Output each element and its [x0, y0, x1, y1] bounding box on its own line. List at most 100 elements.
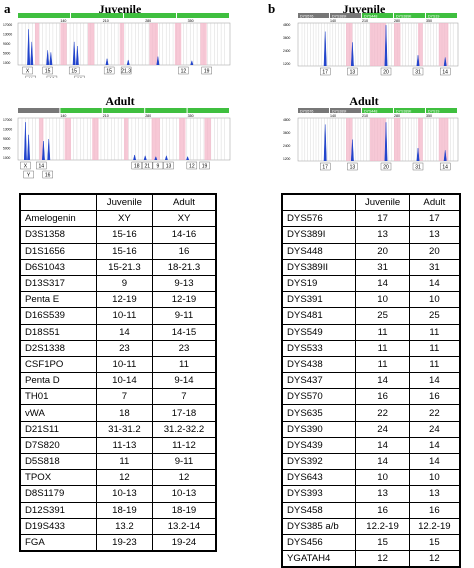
allele-peak [186, 155, 190, 161]
allele-call-label: 20 [383, 69, 389, 75]
adult-genotype: 11 [408, 355, 461, 374]
allele-bin-highlight [34, 23, 40, 65]
juvenile-genotype: 7 [95, 388, 153, 406]
juvenile-genotype: 17 [355, 210, 410, 228]
table-row: FGA 19-23 19-24 [19, 533, 217, 552]
locus-name: DYS576 [281, 210, 357, 228]
locus-name: CSF1PO [19, 355, 97, 374]
allele-call-box [22, 66, 33, 75]
table-row: D7S820 11-13 11-12 [19, 436, 217, 455]
juvenile-genotype: 13 [355, 485, 410, 503]
allele-peak [126, 59, 130, 66]
allele-call-label: 31 [415, 164, 421, 170]
adult-genotype: 25 [408, 307, 461, 325]
allele-call-label: 14 [442, 69, 448, 75]
table-row: D6S1043 15-21.3 18-21.3 [19, 258, 217, 276]
size-scale-label: 280 [145, 19, 151, 23]
allele-peak [154, 155, 158, 161]
locus-name: D8S1179 [19, 485, 97, 503]
allele-call-box [74, 75, 85, 78]
table-row: DYS19 14 14 [281, 274, 461, 293]
table-row: D5S818 11 9-11 [19, 452, 217, 471]
adult-genotype: 24 [408, 420, 461, 438]
size-scale-label: 140 [60, 114, 66, 118]
allele-bin-highlight [204, 118, 211, 160]
allele-peak [46, 50, 50, 66]
locus-name: D3S1358 [19, 226, 97, 244]
allele-call-box [320, 67, 331, 76]
allele-call-box [120, 66, 132, 75]
adult-genotype: 10 [408, 469, 461, 487]
allele-bin-highlight [179, 118, 186, 160]
locus-name: DYS19 [281, 274, 357, 293]
size-scale-label: 280 [394, 114, 400, 118]
allele-bin-highlight [346, 23, 353, 66]
allele-call-label: 13 [350, 69, 356, 75]
electropherogram-a-adult: 140 210 280 350 17000 13000 9000 5000 1000 XY 1416… [3, 108, 231, 178]
allele-bin-highlight [346, 118, 353, 161]
allele-call-box [131, 161, 142, 170]
allele-call-label: 17 [322, 164, 328, 170]
adult-genotype: 11 [151, 355, 217, 374]
juvenile-genotype: 11 [355, 339, 410, 357]
locus-name: D1S1656 [19, 242, 97, 260]
locus-name: DYS390 [281, 420, 357, 438]
locus-name: Amelogenin [19, 210, 97, 228]
adult-genotype: 31.2-32.2 [151, 420, 217, 438]
allele-bin-highlight [174, 23, 182, 65]
locus-name: DYS570 [281, 388, 357, 406]
table-row: DYS448 20 20 [281, 242, 461, 260]
table-row: D21S11 31-31.2 31.2-32.2 [19, 420, 217, 438]
table-row: DYS392 14 14 [281, 452, 461, 471]
juvenile-genotype: 12-19 [95, 291, 153, 309]
marker-bin [426, 108, 457, 113]
allele-peak [164, 154, 168, 161]
locus-name: D6S1043 [19, 258, 97, 276]
allele-call-box [201, 66, 212, 75]
juvenile-genotype: 15-16 [95, 242, 153, 260]
y-axis-tick-label: 1000 [3, 61, 11, 65]
locus-name: D16S539 [19, 307, 97, 325]
locus-name: D2S1338 [19, 339, 97, 357]
allele-peak [350, 42, 354, 67]
juvenile-genotype: 18-19 [95, 501, 153, 519]
allele-call-label: 14 [442, 164, 448, 170]
marker-bin-label: DYS576 [300, 109, 313, 113]
y-axis-tick-label: 9000 [3, 42, 11, 46]
allele-peak [416, 148, 420, 162]
allele-peak [47, 138, 51, 161]
table-row: Penta D 10-14 9-14 [19, 372, 217, 390]
juvenile-genotype: 31 [355, 258, 410, 276]
y-axis-tick-label: 3600 [283, 36, 291, 40]
locus-name: DYS643 [281, 469, 357, 487]
allele-call-box [68, 66, 80, 75]
juvenile-genotype: XY [95, 210, 153, 228]
juvenile-genotype: 16 [355, 501, 410, 519]
adult-genotype: 13 [408, 485, 461, 503]
table-row: DYS533 11 11 [281, 339, 461, 357]
allele-call-box [152, 161, 164, 170]
allele-call-box [380, 162, 392, 171]
table-row: D19S433 13.2 13.2-14 [19, 517, 217, 535]
allele-bin-highlight [92, 118, 99, 160]
allele-bin-highlight [151, 118, 161, 160]
allele-call-label: 19 [202, 163, 208, 169]
size-scale-label: 280 [394, 19, 400, 23]
allele-call-label: Y [27, 172, 31, 178]
allele-call-box [20, 161, 31, 170]
marker-bin [71, 13, 123, 18]
allele-call-label: 20 [383, 164, 389, 170]
y-axis-tick-label: 3600 [283, 131, 291, 135]
juvenile-genotype: 23 [95, 339, 153, 357]
allele-peak [190, 59, 194, 66]
juvenile-genotype: 10-11 [95, 307, 153, 325]
size-scale-label: 350 [188, 114, 194, 118]
allele-call-label: 19 [204, 68, 210, 74]
allele-call-label: 21 [145, 163, 151, 169]
y-axis-tick-label: 17000 [3, 23, 12, 27]
allele-peak [105, 58, 109, 66]
adult-genotype: 11 [408, 323, 461, 341]
locus-name: DYS385 a/b [281, 517, 357, 535]
y-axis-tick-label: 1200 [283, 157, 291, 161]
allele-bin-highlight [64, 118, 71, 160]
